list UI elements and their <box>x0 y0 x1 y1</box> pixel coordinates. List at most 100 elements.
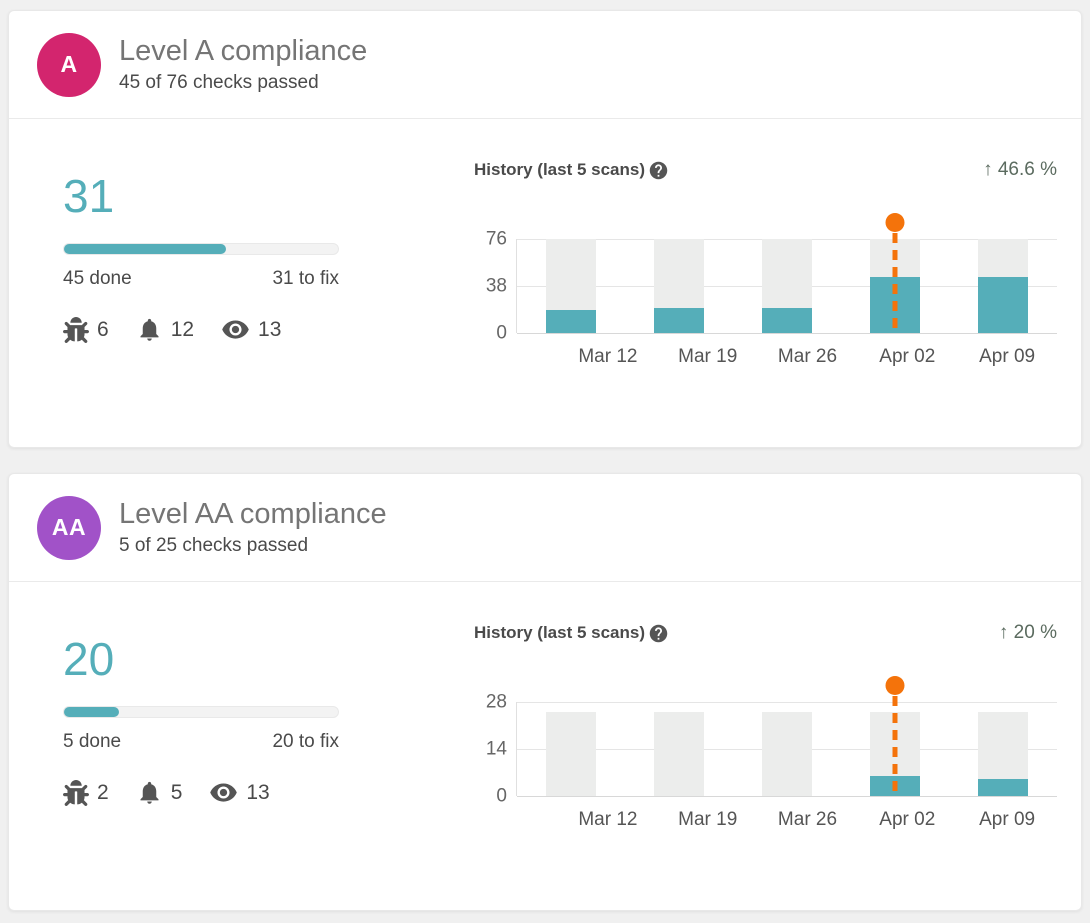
help-icon[interactable] <box>648 623 669 644</box>
bar-total-checks <box>654 712 704 796</box>
eye-icon <box>221 315 250 344</box>
history-bar-group <box>625 239 733 333</box>
gridline <box>517 796 1057 797</box>
card-titles: Level AA compliance 5 of 25 checks passe… <box>119 498 387 556</box>
card-header: AA Level AA compliance 5 of 25 checks pa… <box>9 474 1081 582</box>
progress-bar-fill <box>64 707 119 717</box>
history-header: History (last 5 scans) ↑ 46.6 % <box>474 159 1057 181</box>
x-axis-tick: Mar 26 <box>777 346 838 367</box>
bell-icon <box>136 316 163 343</box>
to-fix-label: 31 to fix <box>272 268 339 289</box>
history-chart: 0 14 28 Mar 12 Mar 19 Mar 26 Apr 02 Apr 09 <box>474 676 1057 831</box>
progress-bar <box>63 706 339 718</box>
issue-counts: 2 5 13 <box>63 778 339 807</box>
history-bar-group <box>733 239 841 333</box>
error-count: 6 <box>63 316 109 343</box>
history-bar-group <box>841 213 949 333</box>
gridline <box>517 333 1057 334</box>
history-column: History (last 5 scans) ↑ 20 % 0 14 28 Mar … <box>474 622 1059 831</box>
card-subtitle: 5 of 25 checks passed <box>119 534 309 556</box>
x-axis-tick: Mar 19 <box>678 346 738 367</box>
bar-checks-passed <box>546 309 596 333</box>
help-icon[interactable] <box>648 160 669 181</box>
progress-labels: 5 done 20 to fix <box>63 731 339 753</box>
history-column: History (last 5 scans) ↑ 46.6 % 0 38 76 Ma… <box>474 159 1059 368</box>
current-scan-marker-line <box>892 233 898 333</box>
y-axis-tick: 28 <box>485 691 507 713</box>
progress-bar-fill <box>64 244 227 254</box>
x-axis-tick: Mar 26 <box>777 809 838 830</box>
history-plot: 0 14 28 <box>486 676 1057 806</box>
history-bar-group <box>949 239 1057 333</box>
y-axis-tick: 14 <box>485 738 507 760</box>
done-label: 5 done <box>63 731 122 752</box>
bar-checks-passed <box>654 308 704 333</box>
y-axis-tick: 76 <box>485 228 507 250</box>
stats-column: 20 5 done 20 to fix 2 5 <box>63 622 339 831</box>
progress-bar <box>63 243 339 255</box>
history-bar-group <box>625 702 733 796</box>
x-axis-tick: Mar 12 <box>578 809 638 830</box>
eye-icon <box>209 778 238 807</box>
x-axis-tick: Apr 09 <box>979 346 1036 367</box>
history-xlabels: Mar 12 Mar 19 Mar 26 Apr 02 Apr 09 <box>516 809 1057 831</box>
x-axis-tick: Mar 12 <box>578 346 638 367</box>
progress-labels: 45 done 31 to fix <box>63 268 339 290</box>
change-percentage: ↑ 20 % <box>998 622 1057 643</box>
history-bar-group <box>517 239 625 333</box>
warning-count-value: 5 <box>170 780 183 804</box>
history-chart: 0 38 76 Mar 12 Mar 19 Mar 26 Apr 02 Apr 09 <box>474 213 1057 368</box>
warning-count: 5 <box>136 779 183 806</box>
done-label: 45 done <box>63 268 132 289</box>
history-bar-group <box>949 702 1057 796</box>
bug-icon <box>63 316 89 343</box>
to-fix-count: 31 <box>63 170 115 222</box>
bug-icon <box>63 779 89 806</box>
x-axis-tick: Apr 02 <box>879 809 936 830</box>
x-axis-tick: Mar 19 <box>678 809 738 830</box>
bell-icon <box>136 779 163 806</box>
history-title: History (last 5 scans) <box>474 160 646 179</box>
to-fix-count: 20 <box>63 633 115 685</box>
review-count-value: 13 <box>258 317 282 341</box>
y-axis-tick: 0 <box>496 322 507 344</box>
history-title: History (last 5 scans) <box>474 623 646 642</box>
card-title: Level AA compliance <box>119 498 387 531</box>
bar-total-checks <box>546 712 596 796</box>
x-axis-tick: Apr 09 <box>979 809 1036 830</box>
history-bar-group <box>733 702 841 796</box>
change-percentage: ↑ 46.6 % <box>983 159 1057 180</box>
review-count: 13 <box>221 315 281 344</box>
current-scan-marker-dot <box>885 676 905 695</box>
current-scan-marker-line <box>892 696 898 796</box>
error-count: 2 <box>63 779 109 806</box>
level-a-badge: A <box>37 32 101 97</box>
current-scan-marker-dot <box>885 213 905 232</box>
bar-checks-passed <box>762 308 812 333</box>
card-body: 20 5 done 20 to fix 2 5 <box>9 582 1081 831</box>
gridline <box>517 702 1057 703</box>
card-subtitle: 45 of 76 checks passed <box>119 71 319 93</box>
history-bar-group <box>841 676 949 796</box>
to-fix-label: 20 to fix <box>272 731 339 752</box>
history-bar-group <box>517 702 625 796</box>
level-aa-compliance-card: AA Level AA compliance 5 of 25 checks pa… <box>8 473 1082 911</box>
x-axis-tick: Apr 02 <box>879 346 936 367</box>
bar-checks-passed <box>978 779 1028 796</box>
warning-count-value: 12 <box>170 317 195 341</box>
y-axis-tick: 0 <box>496 785 507 807</box>
bar-total-checks <box>762 712 812 796</box>
card-body: 31 45 done 31 to fix 6 12 <box>9 119 1081 368</box>
issue-counts: 6 12 13 <box>63 315 339 344</box>
level-a-compliance-card: A Level A compliance 45 of 76 checks pas… <box>8 10 1082 448</box>
card-title: Level A compliance <box>119 35 368 68</box>
error-count-value: 6 <box>97 317 109 341</box>
history-plot: 0 38 76 <box>486 213 1057 343</box>
card-header: A Level A compliance 45 of 76 checks pas… <box>9 11 1081 119</box>
review-count-value: 13 <box>246 780 270 804</box>
level-aa-badge: AA <box>37 495 101 560</box>
stats-column: 31 45 done 31 to fix 6 12 <box>63 159 339 368</box>
history-xlabels: Mar 12 Mar 19 Mar 26 Apr 02 Apr 09 <box>516 346 1057 368</box>
bar-checks-passed <box>978 277 1028 333</box>
